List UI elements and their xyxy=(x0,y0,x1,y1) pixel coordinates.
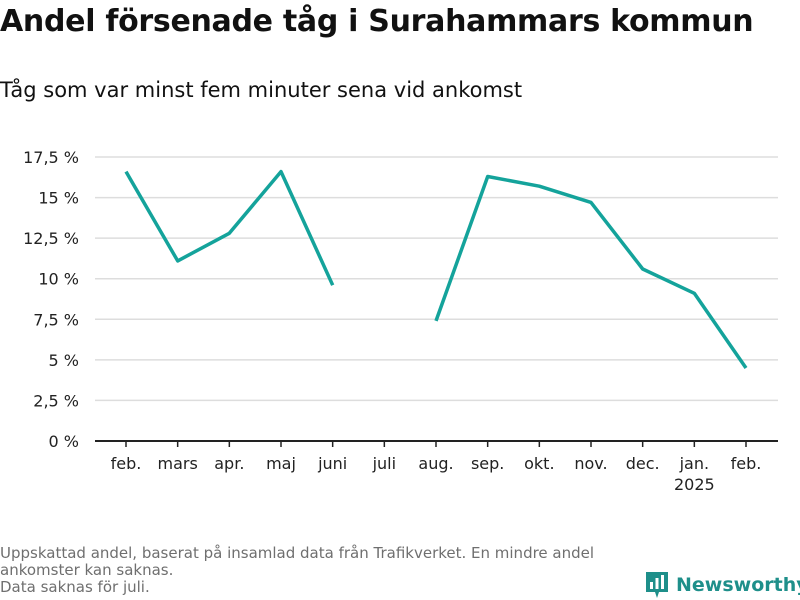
x-tick-label: aug. xyxy=(418,454,453,473)
bar-chart-icon xyxy=(646,572,668,598)
x-tick-label: feb. xyxy=(731,454,762,473)
y-tick-label: 17,5 % xyxy=(23,148,79,167)
chart-title: Andel försenade tåg i Surahammars kommun xyxy=(0,4,754,39)
series-line xyxy=(434,174,748,369)
footnote-line: Data saknas för juli. xyxy=(0,578,150,596)
y-tick-label: 10 % xyxy=(38,270,79,289)
x-tick-label: okt. xyxy=(524,454,554,473)
y-tick-label: 12,5 % xyxy=(23,229,79,248)
x-tick-label: juni xyxy=(317,454,347,473)
x-tick-label: nov. xyxy=(574,454,607,473)
y-tick-label: 0 % xyxy=(49,432,79,451)
x-tick-label: juli xyxy=(372,454,396,473)
series-line xyxy=(124,169,335,286)
x-tick-label: feb. xyxy=(111,454,142,473)
footnote-line: ankomster kan saknas. xyxy=(0,561,174,579)
chart-subtitle: Tåg som var minst fem minuter sena vid a… xyxy=(0,78,523,102)
y-tick-label: 5 % xyxy=(49,351,79,370)
brand-name: Newsworthy xyxy=(676,574,800,596)
x-tick-label: maj xyxy=(266,454,296,473)
x-tick-label: dec. xyxy=(626,454,660,473)
x-tick-label: mars xyxy=(158,454,198,473)
y-tick-label: 15 % xyxy=(38,189,79,208)
brand-logo: Newsworthy xyxy=(644,570,800,600)
footnote: Uppskattad andel, baserat på insamlad da… xyxy=(0,545,640,596)
y-tick-label: 7,5 % xyxy=(33,310,79,329)
x-tick-sublabel: 2025 xyxy=(674,475,715,494)
footnote-line: Uppskattad andel, baserat på insamlad da… xyxy=(0,544,595,562)
y-tick-label: 2,5 % xyxy=(33,391,79,410)
x-tick-label: sep. xyxy=(471,454,504,473)
x-tick-label: jan. xyxy=(679,454,709,473)
x-tick-label: apr. xyxy=(214,454,244,473)
